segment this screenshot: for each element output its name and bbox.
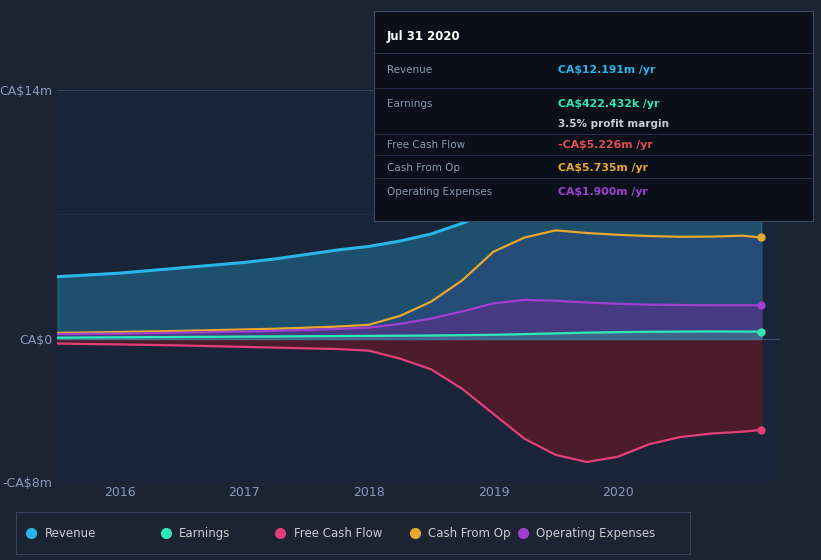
Text: Jul 31 2020: Jul 31 2020 <box>387 30 461 43</box>
Text: -CA$5.226m /yr: -CA$5.226m /yr <box>558 139 653 150</box>
Text: Earnings: Earnings <box>179 527 231 540</box>
Text: CA$12.191m /yr: CA$12.191m /yr <box>558 65 655 75</box>
Text: Free Cash Flow: Free Cash Flow <box>387 139 465 150</box>
Text: Free Cash Flow: Free Cash Flow <box>294 527 382 540</box>
Text: CA$1.900m /yr: CA$1.900m /yr <box>558 187 648 197</box>
Text: 3.5% profit margin: 3.5% profit margin <box>558 119 669 129</box>
Text: CA$5.735m /yr: CA$5.735m /yr <box>558 162 648 172</box>
Text: Operating Expenses: Operating Expenses <box>536 527 655 540</box>
Text: Revenue: Revenue <box>387 65 432 75</box>
Text: Earnings: Earnings <box>387 99 432 109</box>
Text: Cash From Op: Cash From Op <box>387 162 460 172</box>
Text: Revenue: Revenue <box>44 527 96 540</box>
Text: Cash From Op: Cash From Op <box>429 527 511 540</box>
Text: CA$422.432k /yr: CA$422.432k /yr <box>558 99 659 109</box>
Text: Operating Expenses: Operating Expenses <box>387 187 492 197</box>
